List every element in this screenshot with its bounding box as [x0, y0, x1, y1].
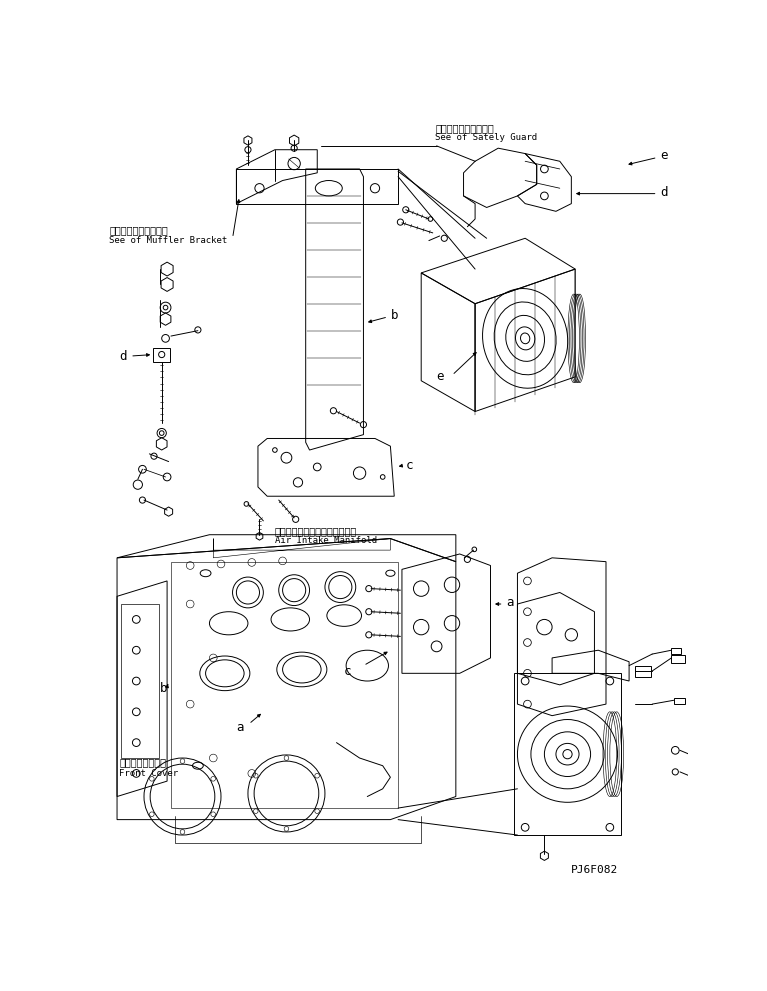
- Text: e: e: [436, 371, 444, 384]
- Text: c: c: [344, 665, 352, 678]
- Text: d: d: [660, 185, 667, 198]
- Bar: [671, 648, 680, 654]
- Text: See of Sately Guard: See of Sately Guard: [435, 133, 537, 142]
- Bar: [671, 655, 685, 663]
- Text: b: b: [390, 309, 398, 322]
- Bar: [635, 666, 650, 677]
- Text: マフラブラケット参照: マフラブラケット参照: [110, 226, 168, 236]
- Bar: [153, 349, 170, 363]
- Text: Front Cover: Front Cover: [120, 769, 179, 778]
- Text: d: d: [120, 350, 127, 363]
- Bar: [673, 698, 685, 705]
- Text: フロントカバー－: フロントカバー－: [120, 757, 166, 767]
- Text: c: c: [406, 459, 413, 472]
- Text: a: a: [236, 720, 244, 733]
- Text: Air Intake Manifold: Air Intake Manifold: [275, 536, 377, 545]
- Text: See of Muffler Bracket: See of Muffler Bracket: [110, 236, 228, 245]
- Text: PJ6F082: PJ6F082: [571, 865, 619, 875]
- Text: e: e: [660, 150, 667, 163]
- Text: セーフティガード参照: セーフティガード参照: [435, 123, 494, 133]
- Text: エアーインテークマニホールド: エアーインテークマニホールド: [275, 526, 357, 536]
- Text: a: a: [506, 596, 513, 609]
- Bar: [121, 605, 160, 758]
- Text: b: b: [160, 682, 167, 696]
